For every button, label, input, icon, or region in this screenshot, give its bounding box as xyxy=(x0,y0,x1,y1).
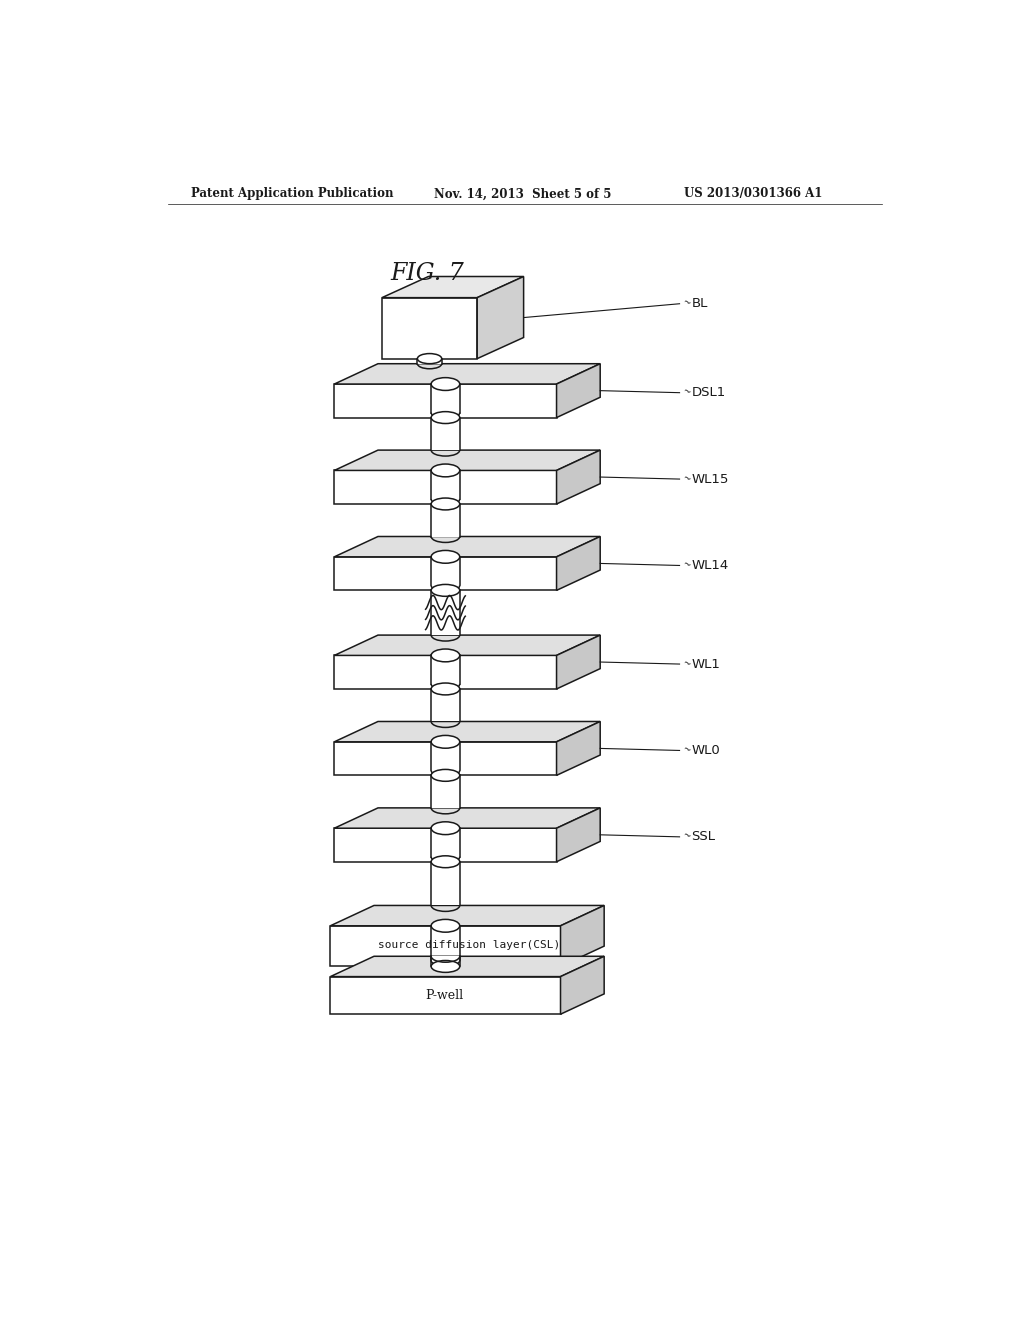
Ellipse shape xyxy=(431,682,460,694)
Text: SSL: SSL xyxy=(691,830,716,843)
Polygon shape xyxy=(331,906,604,925)
Ellipse shape xyxy=(431,822,460,834)
Polygon shape xyxy=(334,557,557,590)
Ellipse shape xyxy=(431,498,460,510)
Ellipse shape xyxy=(431,735,460,748)
Text: ~: ~ xyxy=(681,560,692,572)
Polygon shape xyxy=(557,364,600,417)
Polygon shape xyxy=(431,504,460,536)
Ellipse shape xyxy=(431,412,460,424)
Polygon shape xyxy=(431,775,460,808)
Text: ~: ~ xyxy=(681,473,692,486)
Polygon shape xyxy=(557,635,600,689)
Polygon shape xyxy=(334,536,600,557)
Polygon shape xyxy=(334,828,557,862)
Ellipse shape xyxy=(431,770,460,781)
Text: US 2013/0301366 A1: US 2013/0301366 A1 xyxy=(684,187,822,201)
Text: WL0: WL0 xyxy=(691,744,720,756)
Text: ~: ~ xyxy=(681,657,692,671)
Text: FIG. 7: FIG. 7 xyxy=(390,263,464,285)
Polygon shape xyxy=(418,359,441,364)
Polygon shape xyxy=(431,862,460,906)
Polygon shape xyxy=(331,977,560,1014)
Polygon shape xyxy=(334,808,600,828)
Polygon shape xyxy=(431,417,460,450)
Text: BL: BL xyxy=(691,297,708,310)
Polygon shape xyxy=(557,536,600,590)
Polygon shape xyxy=(557,722,600,775)
Ellipse shape xyxy=(418,354,441,364)
Ellipse shape xyxy=(431,585,460,597)
Polygon shape xyxy=(331,956,604,977)
Polygon shape xyxy=(557,450,600,504)
Text: ~: ~ xyxy=(681,744,692,756)
Text: ~: ~ xyxy=(681,387,692,399)
Polygon shape xyxy=(334,656,557,689)
Text: Nov. 14, 2013  Sheet 5 of 5: Nov. 14, 2013 Sheet 5 of 5 xyxy=(433,187,611,201)
Text: source diffusion layer(CSL): source diffusion layer(CSL) xyxy=(378,940,560,950)
Polygon shape xyxy=(334,384,557,417)
Ellipse shape xyxy=(431,465,460,477)
Text: ~: ~ xyxy=(681,830,692,843)
Text: Patent Application Publication: Patent Application Publication xyxy=(191,187,394,201)
Polygon shape xyxy=(331,925,560,966)
Polygon shape xyxy=(431,590,460,635)
Text: ~: ~ xyxy=(681,297,692,310)
Polygon shape xyxy=(334,364,600,384)
Polygon shape xyxy=(560,906,604,966)
Polygon shape xyxy=(557,808,600,862)
Text: WL14: WL14 xyxy=(691,558,729,572)
Polygon shape xyxy=(382,297,477,359)
Polygon shape xyxy=(382,276,523,297)
Ellipse shape xyxy=(431,855,460,867)
Ellipse shape xyxy=(431,378,460,391)
Text: WL15: WL15 xyxy=(691,473,729,486)
Ellipse shape xyxy=(431,919,460,932)
Polygon shape xyxy=(431,689,460,722)
Polygon shape xyxy=(334,742,557,775)
Ellipse shape xyxy=(431,961,460,973)
Text: P-well: P-well xyxy=(426,989,464,1002)
Polygon shape xyxy=(560,956,604,1014)
Text: DSL1: DSL1 xyxy=(691,387,726,399)
Polygon shape xyxy=(334,722,600,742)
Polygon shape xyxy=(431,956,460,966)
Ellipse shape xyxy=(431,550,460,564)
Ellipse shape xyxy=(431,649,460,661)
Polygon shape xyxy=(477,276,523,359)
Polygon shape xyxy=(334,470,557,504)
Polygon shape xyxy=(334,635,600,656)
Text: WL1: WL1 xyxy=(691,657,720,671)
Polygon shape xyxy=(334,450,600,470)
